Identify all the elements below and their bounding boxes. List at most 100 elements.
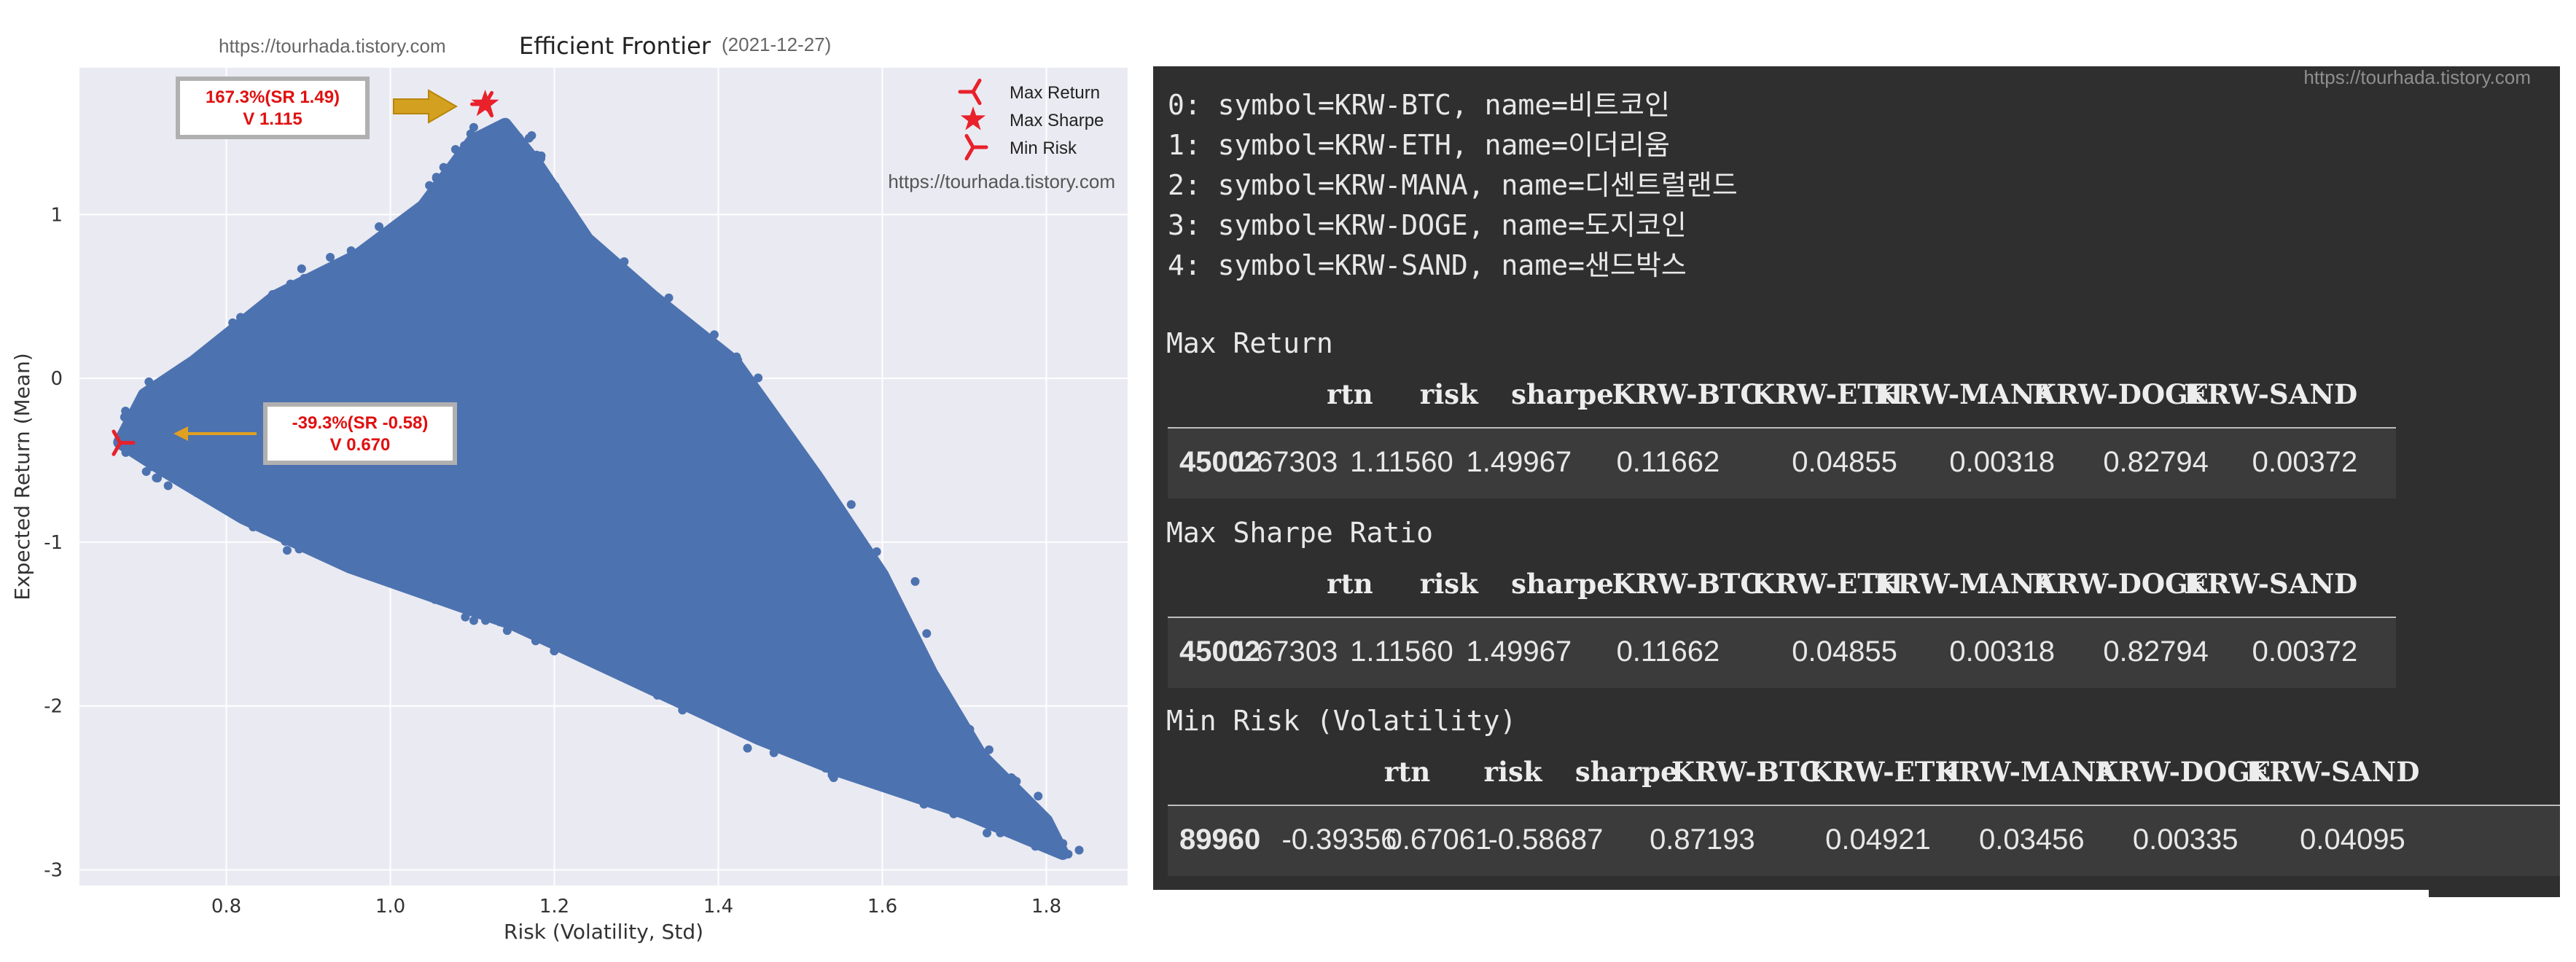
- scatter-point: [648, 305, 657, 314]
- chart-watermark-top: https://tourhada.tistory.com: [219, 35, 446, 57]
- symbol-line: 1: symbol=KRW-ETH, name=이더리움: [1168, 129, 1670, 161]
- scatter-point: [678, 705, 687, 715]
- scatter-point: [176, 466, 186, 475]
- scatter-point: [236, 313, 246, 322]
- scatter-point: [719, 711, 729, 721]
- annotation-min-line1: -39.3%(SR -0.58): [292, 413, 429, 433]
- column-header: KRW-ETH: [1808, 756, 1961, 788]
- table-cell: 0.04095: [2300, 824, 2405, 856]
- column-header: KRW-DOGE: [2094, 756, 2271, 788]
- y-tick-label: -3: [44, 860, 63, 882]
- table-cell: 1.11560: [1350, 636, 1453, 668]
- table-cell: 0.00372: [2252, 636, 2358, 668]
- scatter-point: [215, 489, 225, 498]
- scatter-point: [443, 596, 453, 606]
- symbol-line: 4: symbol=KRW-SAND, name=샌드박스: [1168, 249, 1687, 281]
- output-watermark: https://tourhada.tistory.com: [2303, 66, 2531, 88]
- scatter-point: [182, 366, 192, 375]
- scatter-point: [754, 373, 763, 383]
- scatter-point: [867, 564, 876, 574]
- table-rule: [1168, 617, 2396, 618]
- scatter-point: [415, 217, 425, 227]
- scatter-point: [1009, 775, 1018, 784]
- column-header: risk: [1419, 378, 1478, 410]
- legend-tri-marker: [964, 133, 975, 149]
- column-header: KRW-MANA: [1874, 378, 2056, 410]
- scatter-point: [1017, 819, 1026, 829]
- column-header: KRW-BTC: [1612, 378, 1762, 410]
- scatter-point: [361, 245, 370, 254]
- table-title: Min Risk (Volatility): [1166, 705, 1517, 737]
- annotation-box-max: [176, 77, 370, 139]
- scatter-point: [1034, 826, 1044, 836]
- column-header: KRW-MANA: [1874, 568, 2056, 600]
- y-axis-label: Expected Return (Mean): [10, 353, 34, 601]
- efficient-frontier-panel: 0.8 1.0 1.2 1.4 1.6 1.8 1 0 -1 -2 -3 Risk (Volatili…: [0, 0, 1152, 962]
- scatter-point: [481, 131, 491, 141]
- scatter-point: [943, 767, 953, 776]
- scatter-point: [225, 332, 234, 342]
- annotation-arrowhead-min: [173, 426, 188, 441]
- scatter-point: [1031, 842, 1040, 851]
- scatter-point: [158, 457, 168, 466]
- scatter-point: [481, 616, 491, 625]
- scatter-point: [558, 638, 567, 648]
- column-header: KRW-ETH: [1752, 568, 1903, 600]
- table-cell: 0.11662: [1616, 446, 1720, 478]
- scatter-point: [311, 543, 320, 552]
- scatter-point: [461, 612, 470, 622]
- annotation-max-line1: 167.3%(SR 1.49): [206, 87, 340, 107]
- scatter-point: [168, 471, 178, 480]
- table-row: 45002 1.67303 1.11560 1.49967 0.11662 0.04855…: [1168, 618, 2396, 688]
- column-header: risk: [1483, 756, 1542, 788]
- scatter-point: [547, 629, 557, 638]
- scatter-point: [494, 125, 504, 134]
- scatter-point: [375, 222, 384, 231]
- legend-label: Max Return: [1010, 83, 1100, 103]
- scatter-point: [294, 544, 304, 554]
- scatter-point: [550, 646, 559, 656]
- legend-tri-marker: [971, 78, 982, 94]
- table-header: rtn risk sharpe KRW-BTC KRW-ETH KRW-MANA KRW-D…: [1168, 748, 2553, 799]
- scatter-point: [1007, 827, 1017, 837]
- scatter-point: [532, 150, 542, 160]
- scatter-point: [769, 748, 778, 757]
- table-row: 89960 -0.39356 0.67061 -0.58687 0.87193 0.049…: [1168, 806, 2560, 876]
- table-cell: 1.49967: [1466, 446, 1572, 478]
- column-header: sharpe: [1574, 756, 1678, 788]
- chart-watermark-inside: https://tourhada.tistory.com: [888, 171, 1115, 192]
- y-tick-label: 0: [50, 368, 63, 390]
- scatter-point: [147, 383, 157, 392]
- scatter-point: [1049, 826, 1058, 835]
- table-cell: 0.82794: [2103, 446, 2209, 478]
- scatter-point: [955, 724, 964, 734]
- scatter-point: [297, 264, 306, 273]
- scatter-point: [886, 600, 896, 609]
- annotation-max-line2: V 1.115: [243, 109, 302, 129]
- scatter-point: [174, 367, 184, 377]
- scatter-point: [927, 718, 936, 727]
- scatter-point: [945, 703, 954, 712]
- scatter-point: [579, 240, 589, 249]
- column-header: sharpe: [1511, 568, 1614, 600]
- scatter-point: [502, 626, 512, 636]
- scatter-point: [919, 799, 929, 809]
- x-tick-label: 0.8: [211, 896, 241, 918]
- scatter-point: [596, 249, 606, 258]
- scatter-point: [450, 145, 460, 155]
- scatter-point: [120, 426, 129, 435]
- table-cell: 1.67303: [1232, 636, 1338, 668]
- table-cell: 0.67061: [1386, 824, 1492, 856]
- scatter-point: [430, 595, 440, 604]
- scatter-point: [399, 219, 409, 228]
- scatter-point: [951, 791, 961, 801]
- column-header: KRW-SAND: [2246, 756, 2420, 788]
- symbol-line: 0: symbol=KRW-BTC, name=비트코인: [1168, 89, 1670, 121]
- scatter-point: [368, 239, 378, 249]
- scatter-point: [910, 644, 919, 653]
- scatter-point: [547, 639, 556, 649]
- scatter-point: [138, 448, 147, 458]
- scatter-point: [633, 672, 642, 681]
- scatter-point: [800, 453, 809, 462]
- output-bottom-strip: [1153, 890, 2429, 897]
